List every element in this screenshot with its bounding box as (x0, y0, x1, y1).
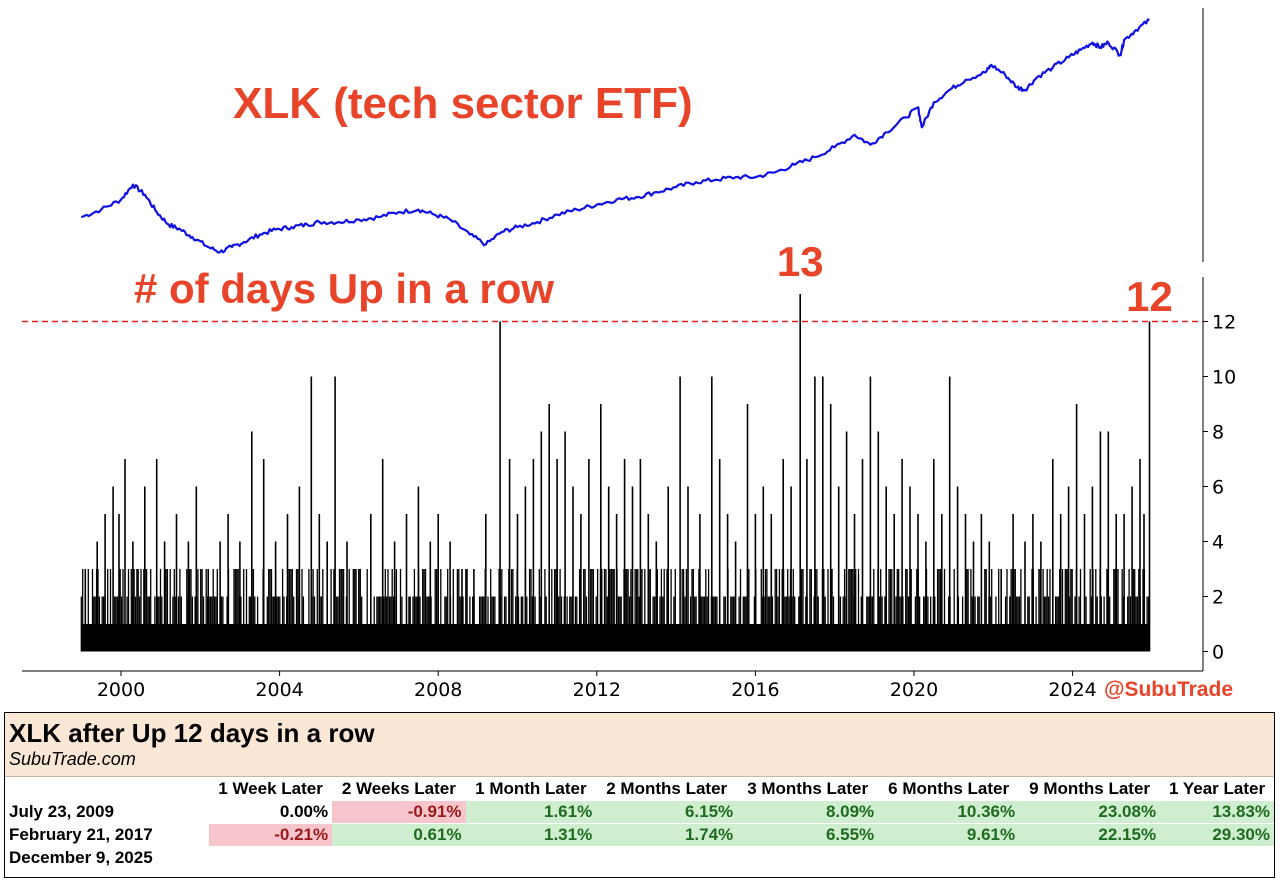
table-cell (209, 847, 332, 869)
table-header-row: 1 Week Later 2 Weeks Later 1 Month Later… (5, 778, 1274, 800)
col-header: 2 Months Later (606, 779, 728, 798)
x-tick-label: 2024 (1048, 679, 1096, 701)
x-tick-label: 2004 (255, 679, 303, 701)
table-cell (1160, 847, 1274, 869)
corner-cell (5, 778, 209, 800)
table-cell: 29.30% (1160, 824, 1274, 846)
y-tick-label: 10 (1212, 367, 1236, 389)
price-panel: XLK (tech sector ETF) (80, 8, 1204, 262)
table-cell: 23.08% (1019, 801, 1161, 823)
streak-spikes (22, 294, 1203, 652)
col-header: 2 Weeks Later (341, 779, 456, 798)
y-tick-label: 6 (1212, 477, 1224, 499)
table-cell: 6.55% (737, 824, 879, 846)
col-header: 3 Months Later (747, 779, 869, 798)
results-table-panel: XLK after Up 12 days in a row SubuTrade.… (4, 712, 1275, 878)
table-subtitle: SubuTrade.com (9, 749, 136, 769)
chart-area: XLK (tech sector ETF) # of days Up in a … (22, 8, 1236, 701)
y-axis-ticks: 0 2 4 6 8 10 12 (1203, 312, 1236, 664)
watermark-handle: @SubuTrade (1104, 678, 1233, 701)
peak-label: 12 (1126, 273, 1173, 320)
table-cell: 1.61% (465, 801, 597, 823)
y-tick-label: 4 (1212, 532, 1224, 554)
y-tick-label: 0 (1212, 642, 1224, 664)
table-cell (596, 847, 737, 869)
col-header: 1 Month Later (475, 779, 587, 798)
peak-annotations: 13 12 (777, 238, 1173, 320)
y-tick-label: 8 (1212, 422, 1224, 444)
table-cell (737, 847, 878, 869)
col-header: 1 Year Later (1168, 779, 1266, 798)
col-header: 9 Months Later (1029, 779, 1151, 798)
row-date: December 9, 2025 (9, 848, 153, 867)
y-tick-label: 12 (1212, 312, 1236, 334)
price-line-group (80, 18, 1150, 254)
streak-chart-title: # of days Up in a row (134, 265, 554, 312)
table-cell: -0.91% (332, 801, 466, 823)
row-date: July 23, 2009 (9, 802, 114, 821)
peak-label: 13 (777, 238, 824, 285)
table-title: XLK after Up 12 days in a row (9, 718, 375, 748)
table-cell: 13.83% (1160, 801, 1274, 823)
row-date: February 21, 2017 (9, 825, 153, 844)
table-cell (466, 847, 597, 869)
table-row: July 23, 2009 0.00% -0.91% 1.61% 6.15% 8… (5, 801, 1274, 823)
x-axis-ticks: 2000 2004 2008 2012 2016 2020 2024 (97, 671, 1097, 701)
table-cell (332, 847, 465, 869)
table-cell: 10.36% (878, 801, 1020, 823)
xlk-price-line (80, 18, 1150, 254)
x-tick-label: 2020 (890, 679, 938, 701)
table-row: February 21, 2017 -0.21% 0.61% 1.31% 1.7… (5, 824, 1274, 846)
y-tick-label: 2 (1212, 587, 1224, 609)
table-header: XLK after Up 12 days in a row SubuTrade.… (5, 713, 1274, 777)
table-cell: 6.15% (596, 801, 738, 823)
table-cell: 22.15% (1019, 824, 1161, 846)
col-header: 6 Months Later (888, 779, 1010, 798)
table-cell: 8.09% (737, 801, 879, 823)
table-row: December 9, 2025 (5, 847, 1274, 869)
table-cell: 9.61% (878, 824, 1020, 846)
table-cell: 0.00% (279, 802, 329, 821)
table-cell (1019, 847, 1160, 869)
col-header: 1 Week Later (218, 779, 323, 798)
x-tick-label: 2016 (731, 679, 779, 701)
results-table: 1 Week Later 2 Weeks Later 1 Month Later… (5, 777, 1274, 870)
table-cell: -0.21% (209, 824, 333, 846)
price-chart-title: XLK (tech sector ETF) (233, 79, 693, 128)
table-cell: 0.61% (332, 824, 466, 846)
x-tick-label: 2000 (97, 679, 145, 701)
table-cell: 1.74% (596, 824, 738, 846)
x-tick-label: 2008 (414, 679, 462, 701)
table-cell (878, 847, 1019, 869)
streak-panel: # of days Up in a row 0 2 4 6 8 10 12 2000 2004… (22, 238, 1236, 701)
table-cell: 1.31% (465, 824, 597, 846)
x-tick-label: 2012 (573, 679, 621, 701)
